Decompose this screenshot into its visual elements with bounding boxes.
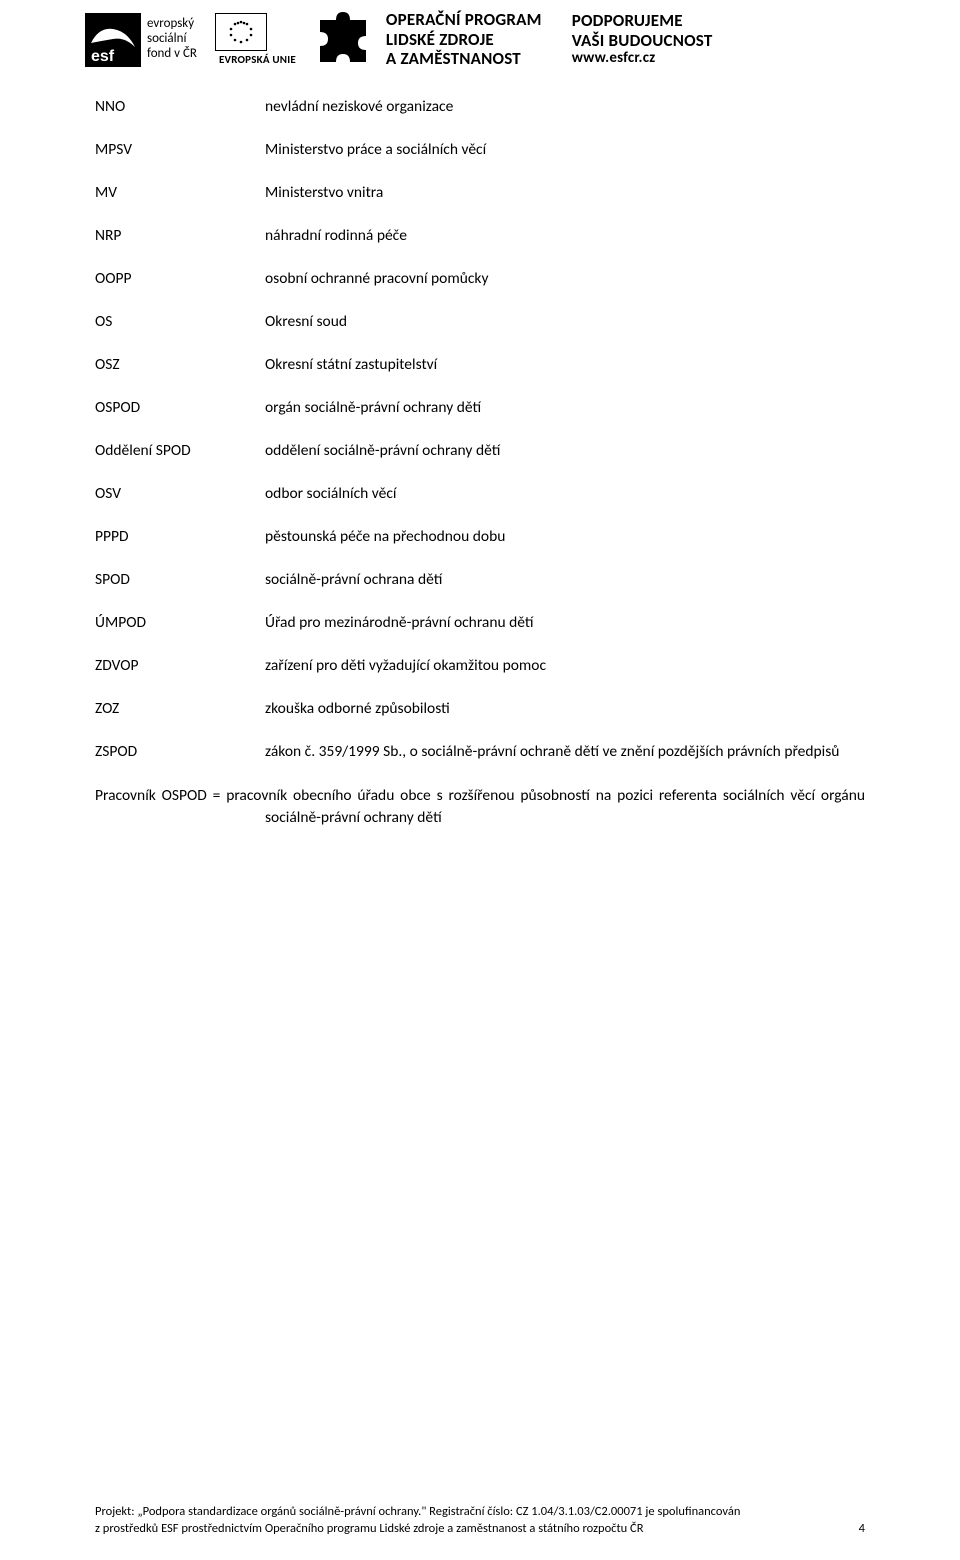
support-line: VAŠI BUDOUCNOST xyxy=(572,31,713,51)
abbr-term: ZSPOD xyxy=(95,742,265,761)
footer-line2: z prostředků ESF prostřednictvím Operačn… xyxy=(95,1521,644,1536)
abbr-row: NNOnevládní neziskové organizace xyxy=(95,97,865,116)
footer-line1: Projekt: „Podpora standardizace orgánů s… xyxy=(95,1504,865,1519)
abbr-def: pěstounská péče na přechodnou dobu xyxy=(265,527,865,546)
abbr-term: OSV xyxy=(95,484,265,503)
support-url: www.esfcr.cz xyxy=(572,50,713,67)
esf-line: fond v ČR xyxy=(147,47,197,62)
abbr-def: zkouška odborné způsobilosti xyxy=(265,699,865,718)
esf-logo-icon: esf xyxy=(85,13,141,67)
abbr-row: OSPODorgán sociálně-právní ochrany dětí xyxy=(95,398,865,417)
abbr-row: PPPDpěstounská péče na přechodnou dobu xyxy=(95,527,865,546)
abbr-term: PPPD xyxy=(95,527,265,546)
abbr-def: zařízení pro děti vyžadující okamžitou p… xyxy=(265,656,865,675)
abbr-row: NRPnáhradní rodinná péče xyxy=(95,226,865,245)
abbr-term: MPSV xyxy=(95,140,265,159)
program-line: A ZAMĚSTNANOST xyxy=(386,49,542,69)
esf-text: evropský sociální fond v ČR xyxy=(147,17,197,62)
program-line: OPERAČNÍ PROGRAM xyxy=(386,10,542,30)
eu-logo-block: EVROPSKÁ UNIE xyxy=(215,13,296,66)
abbr-def: Okresní soud xyxy=(265,312,865,331)
abbr-row: ÚMPODÚřad pro mezinárodně-právní ochranu… xyxy=(95,613,865,632)
abbr-term: OSZ xyxy=(95,355,265,374)
abbr-term: NRP xyxy=(95,226,265,245)
abbr-def: Ministerstvo vnitra xyxy=(265,183,865,202)
abbr-row: SPODsociálně-právní ochrana dětí xyxy=(95,570,865,589)
abbr-term: NNO xyxy=(95,97,265,116)
paragraph-pracovnik: Pracovník OSPOD = pracovník obecního úřa… xyxy=(95,785,865,830)
abbr-row: OSZOkresní státní zastupitelství xyxy=(95,355,865,374)
abbr-row: ZSPODzákon č. 359/1999 Sb., o sociálně-p… xyxy=(95,742,865,761)
page-number: 4 xyxy=(859,1521,865,1536)
abbr-row: OSVodbor sociálních věcí xyxy=(95,484,865,503)
abbr-def: orgán sociálně-právní ochrany dětí xyxy=(265,398,865,417)
abbr-term: ÚMPOD xyxy=(95,613,265,632)
abbr-term: Oddělení SPOD xyxy=(95,441,265,460)
abbr-def: Okresní státní zastupitelství xyxy=(265,355,865,374)
abbr-row: MPSVMinisterstvo práce a sociálních věcí xyxy=(95,140,865,159)
svg-text:esf: esf xyxy=(91,48,115,65)
abbr-def: Ministerstvo práce a sociálních věcí xyxy=(265,140,865,159)
abbr-def: odbor sociálních věcí xyxy=(265,484,865,503)
abbr-term: OOPP xyxy=(95,269,265,288)
abbr-row: Oddělení SPODoddělení sociálně-právní oc… xyxy=(95,441,865,460)
eu-flag-icon xyxy=(215,13,267,51)
abbr-term: ZDVOP xyxy=(95,656,265,675)
program-text: OPERAČNÍ PROGRAM LIDSKÉ ZDROJE A ZAMĚSTN… xyxy=(386,10,542,69)
abbr-def: zákon č. 359/1999 Sb., o sociálně-právní… xyxy=(265,742,865,761)
eu-label: EVROPSKÁ UNIE xyxy=(219,53,296,66)
abbr-def: sociálně-právní ochrana dětí xyxy=(265,570,865,589)
content-area: NNOnevládní neziskové organizaceMPSVMini… xyxy=(0,87,960,830)
abbr-def: Úřad pro mezinárodně-právní ochranu dětí xyxy=(265,613,865,632)
esf-line: evropský xyxy=(147,17,197,32)
abbr-term: MV xyxy=(95,183,265,202)
support-line: PODPORUJEME xyxy=(572,11,713,31)
abbr-term: OSPOD xyxy=(95,398,265,417)
abbreviation-list: NNOnevládní neziskové organizaceMPSVMini… xyxy=(95,97,865,761)
abbr-row: OSOkresní soud xyxy=(95,312,865,331)
header-logos: esf evropský sociální fond v ČR EVROPSKÁ… xyxy=(0,0,960,87)
program-line: LIDSKÉ ZDROJE xyxy=(386,30,542,50)
abbr-term: ZOZ xyxy=(95,699,265,718)
esf-logo-block: esf evropský sociální fond v ČR xyxy=(85,13,197,67)
abbr-def: osobní ochranné pracovní pomůcky xyxy=(265,269,865,288)
abbr-row: MVMinisterstvo vnitra xyxy=(95,183,865,202)
abbr-row: ZOZzkouška odborné způsobilosti xyxy=(95,699,865,718)
puzzle-icon xyxy=(318,10,368,69)
abbr-def: nevládní neziskové organizace xyxy=(265,97,865,116)
footer: Projekt: „Podpora standardizace orgánů s… xyxy=(0,1504,960,1536)
abbr-term: OS xyxy=(95,312,265,331)
abbr-def: oddělení sociálně-právní ochrany dětí xyxy=(265,441,865,460)
abbr-term: SPOD xyxy=(95,570,265,589)
abbr-def: náhradní rodinná péče xyxy=(265,226,865,245)
support-text: PODPORUJEME VAŠI BUDOUCNOST www.esfcr.cz xyxy=(572,11,713,67)
abbr-row: ZDVOPzařízení pro děti vyžadující okamži… xyxy=(95,656,865,675)
esf-line: sociální xyxy=(147,32,197,47)
abbr-row: OOPPosobní ochranné pracovní pomůcky xyxy=(95,269,865,288)
